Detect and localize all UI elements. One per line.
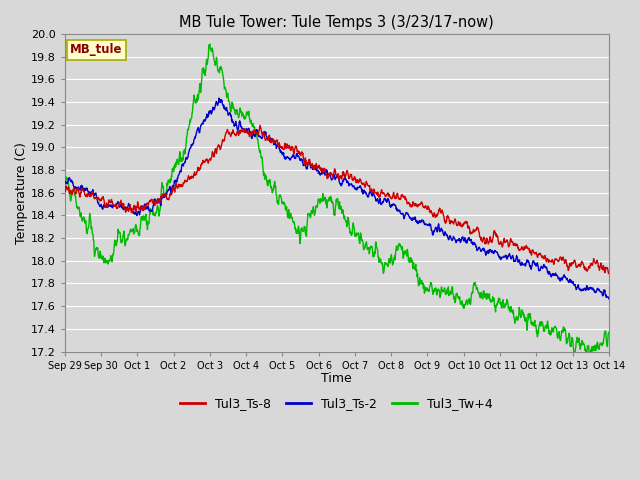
X-axis label: Time: Time — [321, 372, 352, 385]
Text: MB_tule: MB_tule — [70, 44, 123, 57]
Y-axis label: Temperature (C): Temperature (C) — [15, 142, 28, 244]
Legend: Tul3_Ts-8, Tul3_Ts-2, Tul3_Tw+4: Tul3_Ts-8, Tul3_Ts-2, Tul3_Tw+4 — [175, 392, 498, 415]
Title: MB Tule Tower: Tule Temps 3 (3/23/17-now): MB Tule Tower: Tule Temps 3 (3/23/17-now… — [179, 15, 494, 30]
